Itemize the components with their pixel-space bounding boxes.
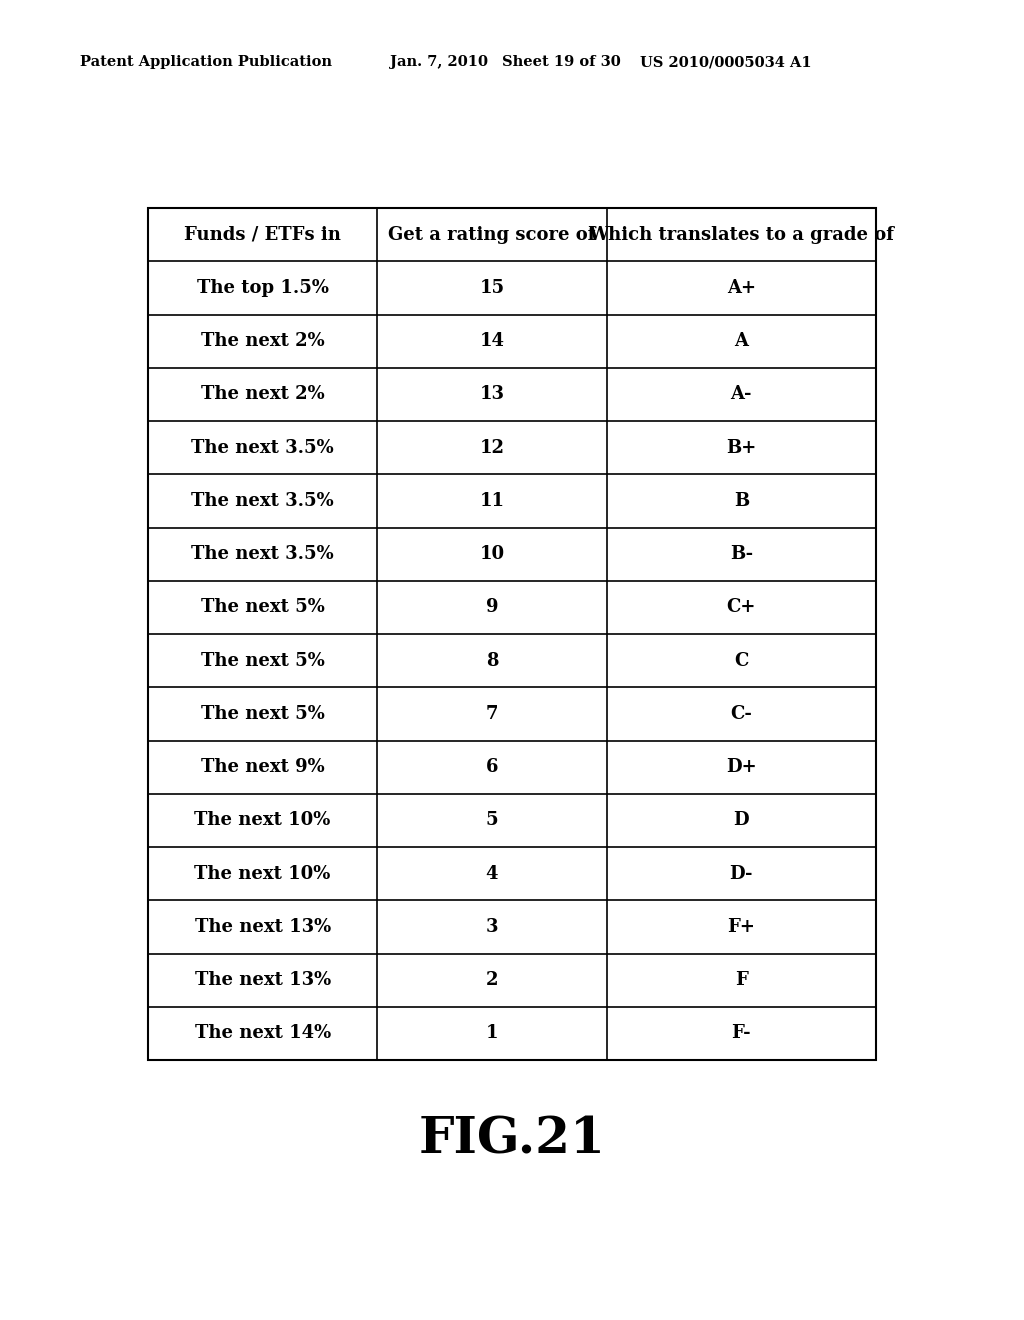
- Text: 15: 15: [479, 279, 505, 297]
- Text: The next 10%: The next 10%: [195, 812, 331, 829]
- Text: B: B: [733, 492, 749, 510]
- Text: B-: B-: [730, 545, 753, 564]
- Text: The next 3.5%: The next 3.5%: [191, 492, 334, 510]
- Text: The next 2%: The next 2%: [201, 385, 325, 404]
- Text: 10: 10: [479, 545, 505, 564]
- Text: The next 5%: The next 5%: [201, 598, 325, 616]
- Text: 5: 5: [485, 812, 499, 829]
- Text: A: A: [734, 333, 749, 350]
- Text: The next 3.5%: The next 3.5%: [191, 545, 334, 564]
- Text: 14: 14: [479, 333, 505, 350]
- Text: D-: D-: [729, 865, 753, 883]
- Text: 8: 8: [485, 652, 499, 669]
- Text: The next 2%: The next 2%: [201, 333, 325, 350]
- Text: US 2010/0005034 A1: US 2010/0005034 A1: [640, 55, 812, 69]
- Text: The next 10%: The next 10%: [195, 865, 331, 883]
- Text: Funds / ETFs in: Funds / ETFs in: [184, 226, 341, 244]
- Text: 2: 2: [485, 972, 499, 989]
- Text: Get a rating score of: Get a rating score of: [388, 226, 596, 244]
- Text: D+: D+: [726, 758, 757, 776]
- Text: Sheet 19 of 30: Sheet 19 of 30: [502, 55, 621, 69]
- Text: F+: F+: [727, 917, 756, 936]
- Text: F-: F-: [731, 1024, 752, 1043]
- Text: The next 5%: The next 5%: [201, 652, 325, 669]
- Text: 4: 4: [485, 865, 499, 883]
- Text: 1: 1: [485, 1024, 499, 1043]
- Text: 12: 12: [479, 438, 505, 457]
- Text: The top 1.5%: The top 1.5%: [197, 279, 329, 297]
- Text: C-: C-: [730, 705, 753, 723]
- Text: The next 3.5%: The next 3.5%: [191, 438, 334, 457]
- Text: 3: 3: [485, 917, 499, 936]
- Text: A+: A+: [727, 279, 756, 297]
- Text: 11: 11: [479, 492, 505, 510]
- Text: The next 13%: The next 13%: [195, 972, 331, 989]
- Text: The next 14%: The next 14%: [195, 1024, 331, 1043]
- Text: A-: A-: [730, 385, 752, 404]
- Text: Patent Application Publication: Patent Application Publication: [80, 55, 332, 69]
- Text: Which translates to a grade of: Which translates to a grade of: [589, 226, 894, 244]
- Text: FIG.21: FIG.21: [419, 1115, 605, 1164]
- Text: 9: 9: [485, 598, 499, 616]
- Text: 13: 13: [479, 385, 505, 404]
- Text: D: D: [733, 812, 750, 829]
- Text: C+: C+: [727, 598, 756, 616]
- Text: The next 9%: The next 9%: [201, 758, 325, 776]
- Text: 6: 6: [485, 758, 499, 776]
- Bar: [148, 209, 876, 1060]
- Text: 7: 7: [485, 705, 499, 723]
- Text: Jan. 7, 2010: Jan. 7, 2010: [390, 55, 488, 69]
- Text: C: C: [734, 652, 749, 669]
- Text: F: F: [735, 972, 748, 989]
- Text: B+: B+: [726, 438, 757, 457]
- Text: The next 5%: The next 5%: [201, 705, 325, 723]
- Text: The next 13%: The next 13%: [195, 917, 331, 936]
